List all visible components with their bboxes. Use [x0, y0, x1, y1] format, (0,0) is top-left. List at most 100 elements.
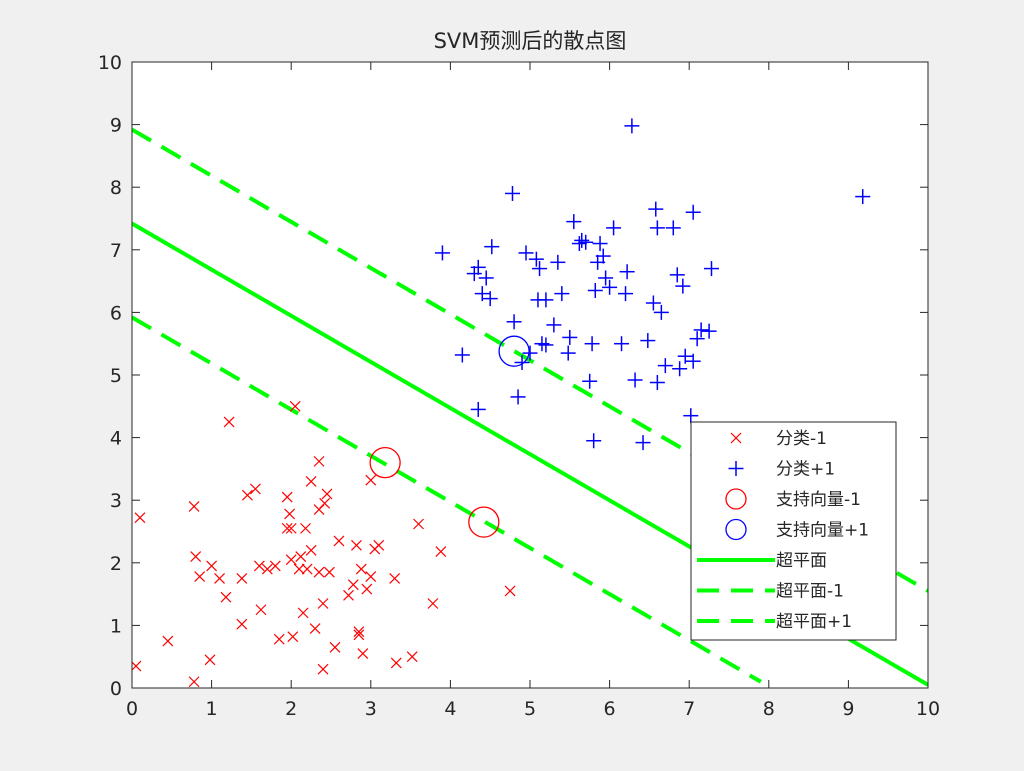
point-class-plus-5	[470, 401, 486, 417]
point-class-minus-26	[285, 522, 297, 534]
point-class-minus-40	[317, 598, 329, 609]
point-class-plus-32	[584, 336, 600, 352]
point-class-plus-66	[855, 189, 871, 205]
y-tick-label: 0	[110, 678, 122, 700]
point-class-plus-30	[578, 234, 594, 250]
point-class-plus-15	[522, 345, 538, 361]
point-class-minus-54	[361, 583, 373, 595]
point-class-minus-41	[317, 663, 329, 675]
legend-label: 超平面-1	[776, 582, 844, 602]
point-class-plus-27	[566, 214, 582, 230]
point-class-plus-22	[546, 317, 562, 333]
point-class-plus-51	[649, 375, 665, 391]
point-class-plus-34	[587, 282, 603, 298]
legend-box	[690, 421, 897, 641]
point-class-minus-7	[194, 571, 206, 582]
point-class-plus-16	[528, 251, 544, 267]
point-class-minus-43	[321, 488, 333, 500]
point-class-minus-36	[309, 623, 321, 634]
chart-title: SVM预测后的散点图	[434, 29, 627, 53]
y-tick-label: 2	[110, 553, 122, 575]
point-class-plus-10	[504, 185, 520, 201]
y-tick-label: 5	[110, 365, 122, 387]
point-class-minus-1	[132, 660, 142, 672]
point-class-minus-23	[281, 491, 293, 503]
point-class-plus-44	[624, 118, 640, 134]
point-class-plus-21	[538, 337, 554, 353]
point-class-minus-48	[347, 579, 359, 591]
point-class-minus-37	[313, 566, 325, 578]
point-class-minus-27	[287, 631, 299, 643]
point-class-minus-4	[188, 676, 200, 688]
point-class-minus-28	[289, 400, 301, 412]
point-class-minus-51	[353, 629, 365, 641]
point-class-minus-9	[206, 560, 218, 572]
x-tick-label: 5	[524, 698, 536, 720]
point-class-minus-45	[329, 641, 341, 653]
point-class-minus-29	[293, 563, 305, 575]
point-class-minus-59	[389, 573, 401, 584]
y-tick-label: 10	[98, 52, 122, 74]
point-class-minus-32	[300, 522, 311, 534]
y-tick-label: 1	[110, 615, 122, 637]
point-class-plus-14	[518, 245, 534, 261]
y-tick-label: 6	[110, 302, 122, 324]
point-class-plus-3	[466, 266, 482, 282]
point-class-minus-18	[255, 604, 267, 616]
point-class-plus-40	[606, 220, 622, 236]
point-class-plus-26	[562, 329, 578, 345]
legend-marker-x	[730, 432, 742, 444]
point-class-minus-2	[134, 512, 146, 524]
point-class-plus-46	[635, 435, 651, 451]
point-class-minus-63	[427, 598, 439, 609]
x-tick-label: 1	[206, 698, 218, 720]
point-class-minus-34	[305, 544, 317, 556]
legend-label: 超平面+1	[776, 612, 852, 632]
point-class-minus-15	[241, 489, 253, 501]
point-class-plus-12	[510, 389, 526, 405]
x-tick-label: 8	[763, 698, 775, 720]
point-class-minus-47	[343, 589, 354, 601]
point-class-minus-21	[273, 633, 285, 645]
hyperplane-line-2	[132, 315, 762, 684]
data-layer	[132, 118, 928, 688]
point-class-minus-25	[285, 554, 297, 566]
point-class-plus-52	[653, 304, 669, 320]
y-tick-label: 3	[110, 490, 122, 512]
legend-entry-3: 支持向量-1	[725, 488, 861, 510]
point-class-plus-24	[554, 286, 570, 302]
point-class-plus-47	[640, 333, 656, 349]
point-class-minus-55	[365, 571, 377, 582]
point-class-minus-35	[305, 475, 317, 487]
point-class-plus-60	[685, 204, 701, 220]
point-class-minus-46	[333, 535, 345, 547]
point-class-minus-10	[214, 573, 225, 584]
point-class-plus-58	[677, 348, 693, 364]
legend-entry-7: 超平面+1	[697, 612, 852, 632]
point-class-minus-16	[249, 483, 261, 495]
point-class-plus-4	[470, 259, 486, 275]
legend-label: 分类+1	[776, 460, 835, 480]
legend-label: 支持向量+1	[776, 521, 869, 541]
point-class-plus-64	[701, 323, 717, 339]
legend-label: 超平面	[776, 551, 827, 571]
point-class-plus-41	[614, 336, 630, 352]
point-class-plus-59	[683, 408, 699, 424]
point-class-minus-8	[204, 654, 216, 666]
point-class-plus-42	[618, 286, 634, 302]
series-2	[434, 118, 871, 451]
point-class-plus-31	[582, 373, 598, 389]
axes-layer: 0 1 2 3 4 5 6 7 8 9 10 0 1 2 3 4 5 6 7 8 9 10	[98, 52, 940, 720]
point-class-minus-52	[355, 563, 367, 575]
legend-label: 分类-1	[776, 429, 827, 449]
point-class-minus-22	[281, 522, 293, 534]
y-tick-label: 9	[110, 115, 122, 137]
point-class-plus-54	[665, 220, 681, 236]
point-class-minus-6	[190, 551, 202, 562]
point-class-plus-2	[454, 347, 470, 363]
point-class-minus-49	[351, 539, 362, 551]
legend-marker-circle	[725, 518, 747, 541]
x-tick-label: 9	[842, 698, 854, 720]
point-class-plus-37	[595, 248, 611, 264]
